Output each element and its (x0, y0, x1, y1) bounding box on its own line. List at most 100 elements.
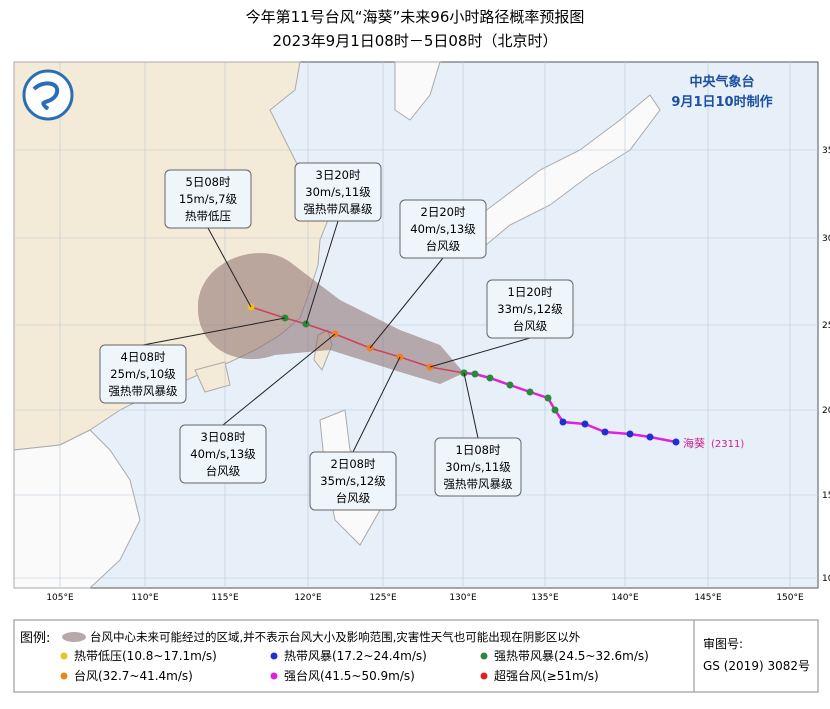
legend-label: 热带风暴(17.2~24.4m/s) (284, 649, 427, 663)
callout-level: 强热带风暴级 (444, 477, 513, 491)
past-point (646, 433, 654, 441)
forecast-track (250, 306, 465, 374)
past-point (672, 438, 680, 446)
legend-items: 热带低压(10.8~17.1m/s) 热带风暴(17.2~24.4m/s) 强热带风… (60, 649, 649, 683)
callout-wind: 40m/s,13级 (190, 447, 256, 461)
legend-label: 热带低压(10.8~17.1m/s) (74, 649, 217, 663)
callout-level: 台风级 (336, 491, 371, 505)
callout-level: 台风级 (513, 319, 548, 333)
legend-cone: 台风中心未来可能经过的区域,并不表示台风大小及影响范围,灾害性天气也可能出现在阴… (90, 630, 581, 644)
past-point (581, 420, 589, 428)
track (247, 303, 680, 446)
past-point (601, 428, 609, 436)
lon-label: 110°E (131, 593, 159, 603)
callout-level: 强热带风暴级 (109, 384, 178, 398)
korea (394, 61, 441, 121)
callout-wind: 30m/s,11级 (305, 185, 371, 199)
callout-time: 1日20时 (508, 285, 553, 299)
storm-name: 海葵 (683, 436, 705, 450)
legend-box (13, 619, 695, 693)
callout-time: 4日08时 (121, 350, 166, 364)
callout-leader (305, 220, 339, 325)
agency-name: 中央气象台 (689, 74, 754, 90)
lon-label: 120°E (294, 593, 322, 603)
subtitle: 2023年9月1日08时－5日08时（北京时） (273, 32, 558, 50)
callout-leader (369, 257, 444, 349)
legend-swatch (60, 652, 68, 660)
lon-label: 140°E (611, 593, 639, 603)
callout-level: 热带低压 (185, 209, 231, 223)
lat-label: 30 (822, 234, 830, 244)
callout-time: 2日08时 (331, 457, 376, 471)
callout-box (399, 199, 487, 259)
hainan (194, 361, 231, 393)
callout-wind: 15m/s,7级 (179, 192, 238, 206)
callout-level: 强热带风暴级 (304, 202, 373, 216)
past-point (544, 394, 552, 402)
review-number: GS (2019) 3082号 (703, 659, 810, 673)
legend-swatch (270, 652, 278, 660)
callout-level: 台风级 (426, 239, 461, 253)
callout-box (294, 162, 382, 222)
callout-leader (463, 372, 479, 439)
review-label: 审图号: (703, 636, 743, 651)
lon-label: 125°E (369, 593, 397, 603)
lon-label: 105°E (46, 593, 74, 603)
callout-time: 5日08时 (186, 175, 231, 189)
past-point (559, 418, 567, 426)
callout-wind: 30m/s,11级 (445, 460, 511, 474)
callout-box (99, 344, 187, 404)
lon-label: 150°E (776, 593, 804, 603)
legend-cone-swatch (62, 632, 86, 642)
callout-wind: 40m/s,13级 (410, 222, 476, 236)
lat-label: 10 (822, 574, 830, 584)
past-point (526, 388, 534, 396)
legend-label: 超强台风(≥51m/s) (494, 668, 599, 683)
lat-label: 15 (822, 491, 830, 501)
lon-label: 115°E (211, 593, 239, 603)
callout-wind: 33m/s,12级 (497, 302, 563, 316)
legend-label: 强台风(41.5~50.9m/s) (284, 668, 415, 683)
logo (22, 69, 74, 121)
past-point (626, 430, 634, 438)
issued-time: 9月1日10时制作 (671, 94, 772, 110)
lon-label: 130°E (449, 593, 477, 603)
lat-label: 35 (822, 146, 830, 156)
callout-leader (207, 227, 252, 308)
indochina (13, 429, 141, 589)
callout-level: 台风级 (206, 464, 241, 478)
callout-leader (222, 333, 336, 426)
lon-label: 135°E (531, 593, 559, 603)
callout-leader (429, 337, 531, 368)
lat-label: 20 (822, 406, 830, 416)
callout-box (434, 437, 522, 497)
past-point (506, 381, 514, 389)
past-point (471, 370, 479, 378)
past-point (486, 374, 494, 382)
japan (459, 94, 661, 251)
lon-label: 145°E (694, 593, 722, 603)
title: 今年第11号台风“海葵”未来96小时路径概率预报图 (246, 8, 585, 26)
callout-time: 1日08时 (456, 443, 501, 457)
legend-title: 图例: (20, 631, 50, 646)
review-box (693, 619, 819, 693)
callout-leader (142, 317, 286, 346)
past-point (551, 406, 559, 414)
callout-time: 2日20时 (421, 205, 466, 219)
callout-box (179, 424, 267, 484)
legend-swatch (60, 672, 68, 680)
callout-box (164, 169, 252, 229)
probability-cone (197, 253, 464, 384)
callout-box (486, 279, 574, 339)
lat-label: 25 (822, 321, 830, 331)
legend-swatch (480, 652, 488, 660)
callout-time: 3日08时 (201, 430, 246, 444)
callout-wind: 35m/s,12级 (320, 474, 386, 488)
legend-label: 强热带风暴(24.5~32.6m/s) (494, 649, 649, 663)
legend-label: 台风(32.7~41.4m/s) (74, 668, 193, 683)
legend-swatch (480, 672, 488, 680)
storm-code: (2311) (711, 439, 744, 450)
callout-box (309, 451, 397, 511)
